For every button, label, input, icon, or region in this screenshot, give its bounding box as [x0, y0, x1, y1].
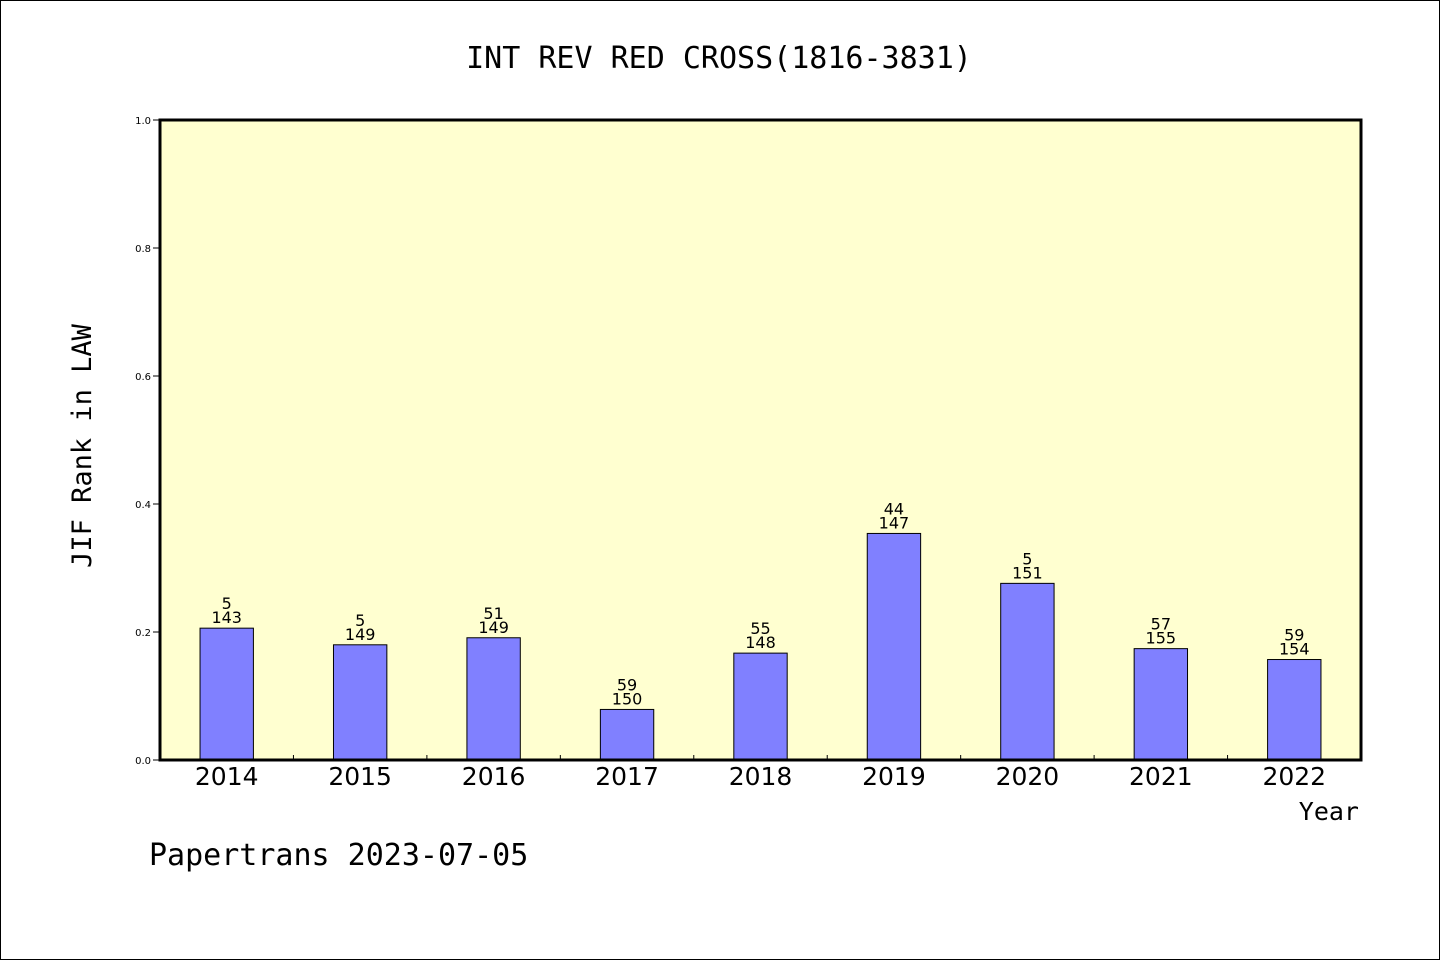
bar-total-label: 143 — [211, 608, 242, 627]
footer-credit: Papertrans 2023-07-05 — [149, 838, 528, 873]
bar-rank-label: 5 — [222, 594, 232, 613]
x-tick-label: 2017 — [595, 762, 659, 791]
bar-total-label: 155 — [1146, 629, 1177, 648]
plot-area: 0.00.20.40.60.81.02014514320155149201651… — [135, 116, 1363, 791]
bar-total-label: 149 — [345, 625, 376, 644]
bar — [1000, 582, 1055, 761]
bar-rank-label: 5 — [1022, 549, 1032, 568]
bar-total-label: 150 — [612, 689, 643, 708]
x-tick-label: 2021 — [1129, 762, 1193, 791]
bar-total-label: 154 — [1279, 640, 1310, 659]
y-tick-label: 0.4 — [135, 500, 151, 511]
x-tick-label: 2018 — [729, 762, 793, 791]
chart-title: INT REV RED CROSS(1816-3831) — [466, 41, 972, 76]
bar — [1267, 659, 1322, 761]
x-tick-label: 2016 — [462, 762, 526, 791]
x-tick-label: 2015 — [328, 762, 392, 791]
y-tick-label: 0.0 — [135, 756, 151, 767]
y-axis-label: JIF Rank in LAW — [67, 323, 98, 568]
y-tick-label: 0.8 — [135, 244, 151, 255]
bar — [733, 652, 788, 761]
x-tick-label: 2014 — [195, 762, 259, 791]
plot-frame — [158, 118, 1363, 762]
bar-rank-label: 59 — [617, 675, 637, 694]
x-axis-label: Year — [1299, 797, 1359, 826]
bar-rank-label: 5 — [355, 611, 365, 630]
bar-rank-label: 57 — [1151, 615, 1171, 634]
x-tick-label: 2019 — [862, 762, 926, 791]
bar-rank-label: 51 — [483, 604, 503, 623]
x-tick-label: 2020 — [996, 762, 1060, 791]
bar-total-label: 151 — [1012, 563, 1043, 582]
x-tick-label: 2022 — [1262, 762, 1326, 791]
bar-total-label: 148 — [745, 633, 776, 652]
bar — [866, 532, 922, 761]
bar — [599, 708, 655, 761]
bar-total-label: 149 — [478, 618, 509, 637]
bar — [1133, 648, 1189, 761]
bar-total-label: 147 — [879, 513, 910, 532]
y-tick-label: 0.2 — [135, 628, 151, 639]
y-tick-label: 0.6 — [135, 372, 151, 383]
bar-rank-label: 44 — [884, 499, 904, 518]
bar-rank-label: 55 — [750, 619, 770, 638]
bar — [199, 627, 254, 761]
bar-rank-label: 59 — [1284, 626, 1304, 645]
bar — [466, 637, 521, 761]
bar — [332, 644, 388, 761]
y-tick-label: 1.0 — [135, 116, 151, 127]
